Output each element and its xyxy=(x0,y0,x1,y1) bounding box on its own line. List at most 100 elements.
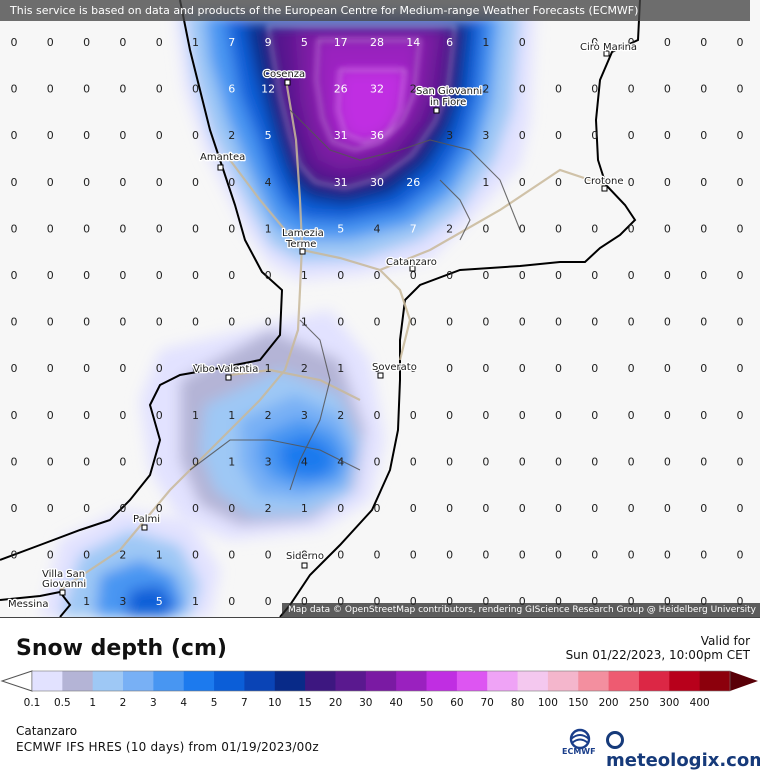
grid-value: 0 xyxy=(519,549,526,562)
grid-value: 0 xyxy=(11,36,18,49)
grid-value: 0 xyxy=(192,455,199,468)
grid-value: 0 xyxy=(482,595,489,608)
grid-value: 0 xyxy=(591,129,598,142)
grid-value: 0 xyxy=(482,502,489,515)
grid-value: 0 xyxy=(628,269,635,282)
grid-value: 0 xyxy=(265,269,272,282)
grid-value: 0 xyxy=(11,409,18,422)
scale-tick-label: 70 xyxy=(480,697,494,709)
grid-value: 0 xyxy=(83,362,90,375)
grid-value: 0 xyxy=(664,176,671,189)
grid-value: 1 xyxy=(265,362,272,375)
grid-value: 0 xyxy=(628,83,635,96)
grid-value: 0 xyxy=(337,269,344,282)
grid-value: 0 xyxy=(482,455,489,468)
grid-value: 0 xyxy=(156,83,163,96)
city-villa-san: Villa San xyxy=(42,569,85,580)
grid-value: 0 xyxy=(156,176,163,189)
grid-value: 0 xyxy=(737,502,744,515)
grid-value: 1 xyxy=(228,455,235,468)
grid-value: 0 xyxy=(700,269,707,282)
grid-value: 0 xyxy=(519,502,526,515)
city-vibo-valentia: Vibo Valentia xyxy=(193,364,258,375)
scale-tick-label: 3 xyxy=(150,697,157,709)
scale-tick-label: 7 xyxy=(241,697,248,709)
grid-value: 0 xyxy=(555,176,562,189)
grid-value: 5 xyxy=(337,222,344,235)
grid-value: 2 xyxy=(410,83,417,96)
grid-value: 0 xyxy=(301,595,308,608)
scale-tick-label: 2 xyxy=(119,697,127,709)
grid-value: 0 xyxy=(664,36,671,49)
valid-date: Sun 01/22/2023, 10:00pm CET xyxy=(565,648,750,662)
grid-value: 26 xyxy=(406,176,420,189)
grid-value: 0 xyxy=(482,549,489,562)
grid-value: 0 xyxy=(628,129,635,142)
scale-tick-label: 1 xyxy=(89,697,97,709)
grid-value: 0 xyxy=(519,36,526,49)
grid-value: 0 xyxy=(156,502,163,515)
grid-value: 7 xyxy=(228,36,235,49)
grid-value: 0 xyxy=(446,316,453,329)
ecmwf-logo-text: ECMWF xyxy=(562,747,596,756)
grid-value: 0 xyxy=(628,222,635,235)
grid-value: 0 xyxy=(119,222,126,235)
grid-value: 0 xyxy=(337,549,344,562)
grid-value: 0 xyxy=(555,129,562,142)
grid-value: 1 xyxy=(228,409,235,422)
scale-min-arrow xyxy=(0,670,33,692)
scale-swatch xyxy=(365,671,397,691)
grid-value: 0 xyxy=(700,595,707,608)
grid-value: 1 xyxy=(482,176,489,189)
meteologix-logo[interactable]: meteologix.com xyxy=(606,729,760,771)
city-labels: Cirò Marina Cosenza San Giovanni in Fior… xyxy=(7,40,639,612)
grid-value: 0 xyxy=(700,502,707,515)
scale-tick-label: 30 xyxy=(359,697,373,709)
grid-value: 0 xyxy=(591,502,598,515)
grid-value: 0 xyxy=(737,409,744,422)
scale-swatch xyxy=(547,671,579,691)
grid-value: 0 xyxy=(192,362,199,375)
meteologix-logo-text: meteologix.com xyxy=(606,750,760,771)
grid-value: 0 xyxy=(228,269,235,282)
map-attribution[interactable]: Map data © OpenStreetMap contributors, r… xyxy=(282,603,760,617)
snow-depth-map[interactable]: 0 0 0 0 0 1 7 9 5 17 28 14 6 1 0 0 0 0 0 0 0 0 0 0 0 0 6 12 26 32 2 2 0 0… xyxy=(0,0,760,618)
grid-value: 0 xyxy=(519,595,526,608)
grid-value: 17 xyxy=(334,36,348,49)
grid-value: 0 xyxy=(410,549,417,562)
scale-tick-label: 200 xyxy=(598,697,619,709)
scale-swatch xyxy=(517,671,549,691)
grid-value: 0 xyxy=(47,455,54,468)
grid-value: 0 xyxy=(664,269,671,282)
grid-value: 4 xyxy=(301,455,308,468)
grid-value: 0 xyxy=(664,316,671,329)
grid-value: 0 xyxy=(555,316,562,329)
grid-value: 3 xyxy=(482,129,489,142)
grid-value: 0 xyxy=(555,595,562,608)
grid-value: 1 xyxy=(337,362,344,375)
grid-value: 0 xyxy=(628,176,635,189)
grid-value: 0 xyxy=(700,222,707,235)
grid-value: 28 xyxy=(370,36,384,49)
grid-value: 0 xyxy=(664,595,671,608)
grid-value: 0 xyxy=(700,362,707,375)
grid-value: 0 xyxy=(192,316,199,329)
grid-value: 0 xyxy=(337,316,344,329)
grid-value: 0 xyxy=(47,409,54,422)
grid-value: 0 xyxy=(83,83,90,96)
grid-value: 0 xyxy=(591,595,598,608)
grid-value: 0 xyxy=(737,222,744,235)
scale-swatch xyxy=(62,671,94,691)
grid-value: 0 xyxy=(591,269,598,282)
scale-swatch xyxy=(456,671,488,691)
grid-value: 0 xyxy=(156,316,163,329)
grid-value: 0 xyxy=(482,316,489,329)
grid-value: 2 xyxy=(446,222,453,235)
grid-value: 0 xyxy=(119,455,126,468)
scale-swatch xyxy=(123,671,154,691)
grid-value: 0 xyxy=(83,316,90,329)
grid-value: 1 xyxy=(192,595,199,608)
grid-value: 1 xyxy=(192,36,199,49)
grid-value: 0 xyxy=(192,269,199,282)
city-palmi: Palmi xyxy=(133,514,160,525)
